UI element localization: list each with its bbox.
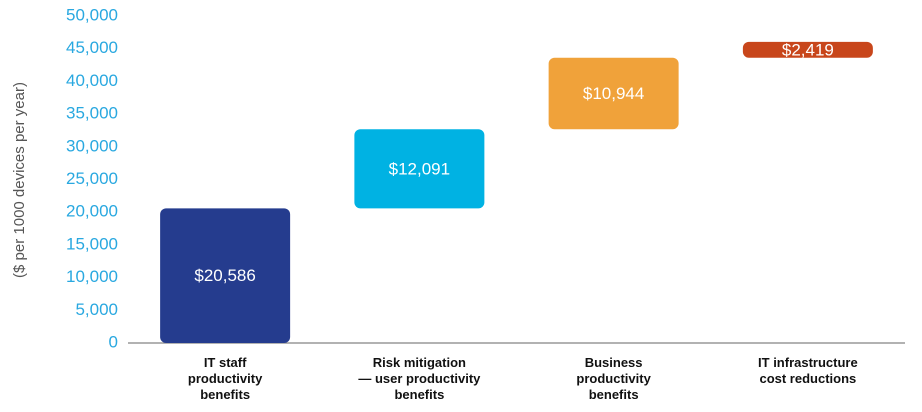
y-tick-label: 35,000 (66, 104, 118, 123)
x-tick-label: Risk mitigation — user productivity bene… (358, 355, 481, 402)
y-tick-label: 0 (109, 332, 118, 351)
value-label: $2,419 (782, 40, 834, 59)
bar (160, 208, 291, 343)
y-tick-label: 5,000 (75, 300, 118, 319)
y-tick-label: 20,000 (66, 202, 118, 221)
y-tick-label: 15,000 (66, 234, 118, 253)
x-tick-label: IT infrastructure cost reductions (758, 355, 858, 386)
y-tick-label: 50,000 (66, 5, 118, 24)
y-tick-label: 45,000 (66, 38, 118, 57)
bar (742, 41, 873, 58)
y-tick-label: 30,000 (66, 136, 118, 155)
value-label: $20,586 (194, 266, 255, 285)
y-axis-label: ($ per 1000 devices per year) (11, 82, 28, 278)
value-label: $12,091 (389, 159, 450, 178)
value-label: $10,944 (583, 84, 644, 103)
y-tick-label: 10,000 (66, 267, 118, 286)
bar (548, 57, 679, 130)
bar (354, 129, 485, 209)
x-tick-label: Business productivity benefits (576, 355, 651, 402)
y-tick-label: 40,000 (66, 71, 118, 90)
x-tick-label: IT staff productivity benefits (187, 355, 263, 402)
y-tick-label: 25,000 (66, 169, 118, 188)
